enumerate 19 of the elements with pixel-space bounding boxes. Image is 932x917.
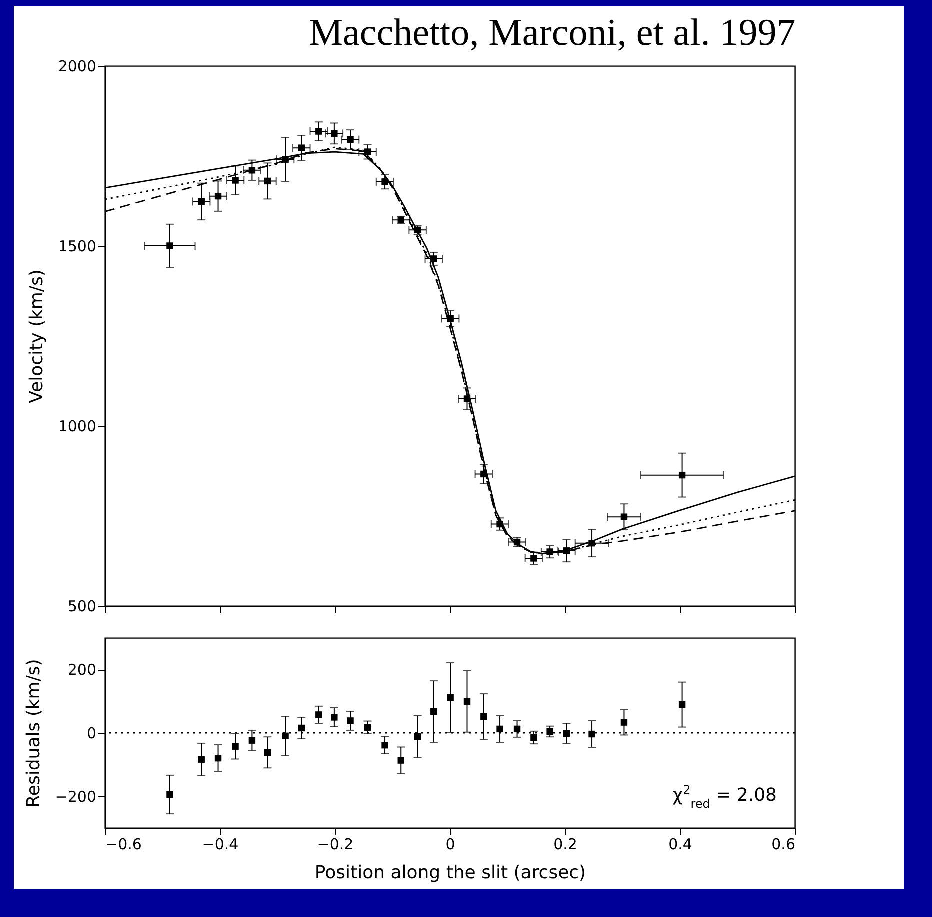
y-tick-label: 500 xyxy=(68,598,96,616)
annotation: χ$^{2}$$_{red}$ = 2.08 xyxy=(672,783,777,811)
x-tick-label: −0.6 xyxy=(106,836,142,854)
chart-title: Macchetto, Marconi, et al. 1997 xyxy=(309,12,796,54)
y-axis-title: Residuals (km/s) xyxy=(23,659,44,808)
y-tick-label: 0 xyxy=(86,724,96,742)
x-tick-label: 0.4 xyxy=(668,836,692,854)
y-tick-label: 1500 xyxy=(58,238,96,256)
y-tick-label: −200 xyxy=(55,788,96,806)
x-tick-label: −0.4 xyxy=(202,836,239,854)
x-tick-label: 0.2 xyxy=(554,836,578,854)
y-axis-title: Velocity (km/s) xyxy=(26,270,48,404)
x-tick-label: 0.6 xyxy=(772,836,796,854)
y-tick-label: 200 xyxy=(68,661,96,680)
y-tick-label: 1000 xyxy=(58,418,96,436)
y-tick-label: 2000 xyxy=(58,58,96,76)
x-tick-label: 0 xyxy=(446,836,456,854)
x-axis-title: Position along the slit (arcsec) xyxy=(314,862,586,884)
x-tick-label: −0.2 xyxy=(317,836,354,854)
